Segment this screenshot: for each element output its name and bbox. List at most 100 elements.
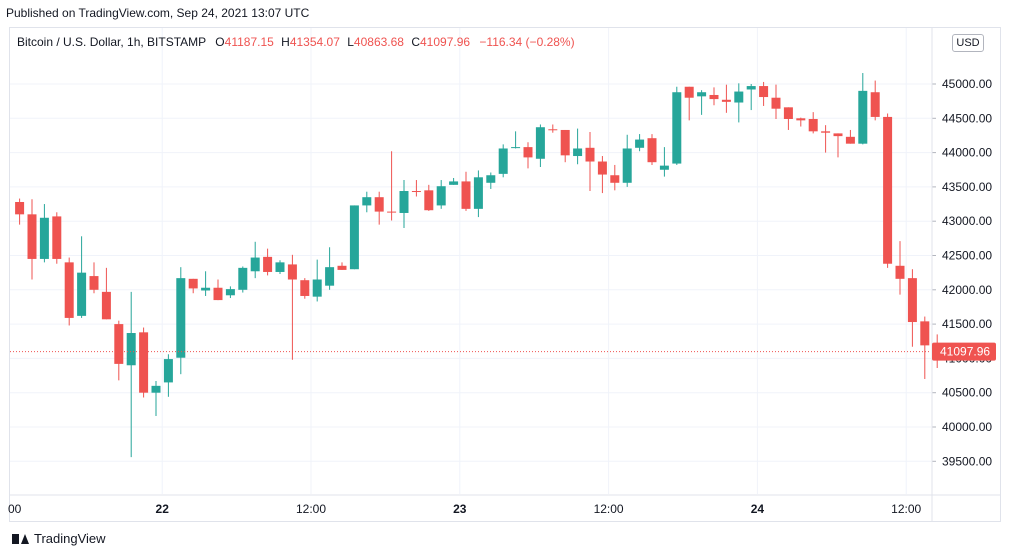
candle[interactable] [411,180,421,197]
candle-body [151,385,161,393]
candle[interactable] [523,142,533,169]
candle[interactable] [622,134,632,187]
footer-brand[interactable]: TradingView [12,531,106,546]
candle-body [89,276,99,290]
candle[interactable] [498,144,508,178]
candle[interactable] [746,84,756,111]
candle[interactable] [647,134,657,165]
candle[interactable] [548,124,558,133]
candle[interactable] [808,112,818,134]
candle[interactable] [399,180,409,229]
candle[interactable] [907,269,917,347]
candle[interactable] [845,129,855,144]
candle[interactable] [362,191,372,213]
candle[interactable] [263,248,273,276]
candle[interactable] [870,80,880,121]
candle-body [808,118,818,132]
candle[interactable] [821,125,831,153]
candle-body [139,332,149,393]
candle[interactable] [721,84,731,113]
candle[interactable] [858,73,868,145]
candle[interactable] [597,156,607,194]
candle-body [126,333,136,366]
candle[interactable] [635,134,645,152]
candle-body [585,147,595,162]
candle[interactable] [163,354,173,397]
candle[interactable] [89,262,99,294]
candle[interactable] [151,381,161,417]
candle-body [64,262,74,318]
candle[interactable] [325,247,335,290]
candle[interactable] [424,184,434,211]
candle[interactable] [176,267,186,375]
candle[interactable] [796,117,806,127]
candle[interactable] [213,279,223,301]
candle[interactable] [275,260,285,275]
candle-body [15,201,25,215]
candle[interactable] [783,107,793,130]
candle[interactable] [374,191,384,225]
candle[interactable] [238,266,248,293]
candle[interactable] [473,170,483,218]
candle[interactable] [287,254,297,360]
candle-body [362,197,372,206]
open-value: 41187.15 [224,35,274,49]
candle[interactable] [15,198,25,225]
candle[interactable] [684,86,694,121]
candle[interactable] [139,327,149,398]
chart-grid [10,28,931,494]
candle[interactable] [535,124,545,168]
candle[interactable] [77,236,87,318]
candle[interactable] [895,241,905,295]
candle[interactable] [486,172,496,189]
candle[interactable] [573,128,583,165]
candle[interactable] [659,147,669,177]
candle[interactable] [39,204,49,263]
candle[interactable] [449,177,459,185]
candle-body [796,118,806,121]
candle[interactable] [759,81,769,106]
candle[interactable] [337,262,347,270]
candle[interactable] [920,316,930,379]
candle[interactable] [511,131,521,149]
candle[interactable] [560,129,570,163]
candle-body [684,86,694,98]
candle[interactable] [697,90,707,115]
candle[interactable] [349,205,359,270]
candle[interactable] [672,86,682,165]
candle[interactable] [225,286,235,299]
currency-button[interactable]: USD [952,34,984,52]
candle[interactable] [771,84,781,119]
candle-body [759,86,769,98]
candle-body [845,136,855,144]
candle[interactable] [709,87,719,106]
candle[interactable] [734,83,744,123]
candle[interactable] [52,212,62,264]
candle[interactable] [126,291,136,458]
candle-body [709,94,719,100]
candle[interactable] [27,199,37,280]
candle[interactable] [250,241,260,279]
candle[interactable] [387,151,397,221]
candle[interactable] [312,259,322,302]
candle[interactable] [64,257,74,326]
candle[interactable] [610,164,620,191]
candle[interactable] [114,320,124,381]
candle[interactable] [585,132,595,192]
candle-body [101,291,111,320]
candle[interactable] [436,180,446,209]
candle[interactable] [833,133,843,158]
candle[interactable] [201,271,211,296]
candle[interactable] [461,171,471,211]
candle[interactable] [300,278,310,299]
candle[interactable] [883,113,893,268]
candle-body [746,86,756,90]
candle-body [473,177,483,209]
x-tick-label: 12:00 [594,502,624,516]
candle[interactable] [101,267,111,320]
candle-body [411,191,421,193]
candle-body [486,175,496,183]
last-price-label-bg [932,342,996,361]
candle[interactable] [188,278,198,294]
